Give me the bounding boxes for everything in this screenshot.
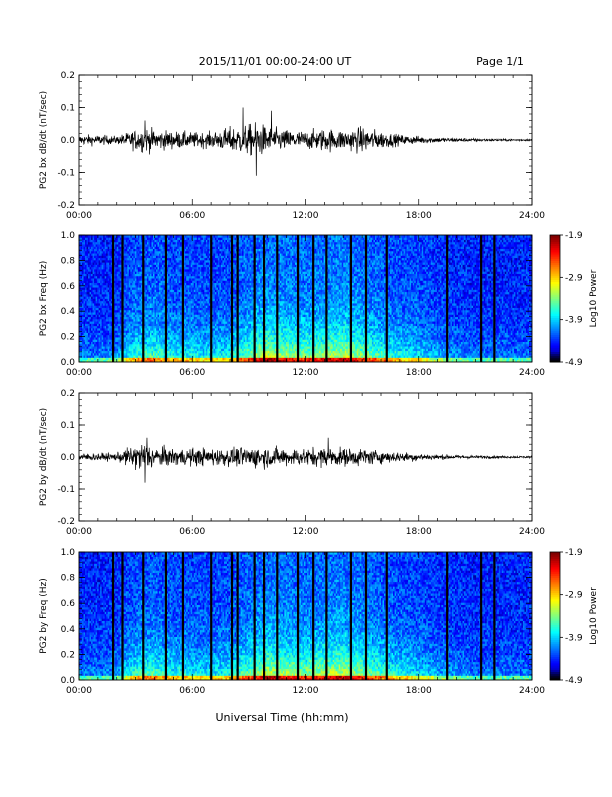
y-tick-label: -0.1	[57, 169, 75, 179]
page-indicator: Page 1/1	[476, 55, 524, 68]
x-tick-label: 24:00	[519, 211, 545, 221]
panels: 00:00 06:00 12:00 18:00 24:00 0.2 0.1 0.0 -0.1 -0…	[39, 71, 599, 696]
panel-2-spectrogram	[79, 235, 532, 362]
figure-title: 2015/11/01 00:00-24:00 UT	[199, 55, 352, 68]
x-tick-label: 06:00	[179, 211, 205, 221]
x-tick-label: 18:00	[406, 211, 432, 221]
y-tick-label: -0.2	[57, 201, 75, 211]
panel-1: 00:00 06:00 12:00 18:00 24:00 0.2 0.1 0.0 -0.1 -0…	[39, 71, 545, 221]
x-tick-label: 00:00	[66, 211, 92, 221]
x-tick-label: 12:00	[293, 211, 319, 221]
y-tick-label: 0.0	[61, 136, 76, 146]
panel-1-y-label: PG2 bx dB/dt (nT/sec)	[39, 91, 49, 189]
x-axis-label: Universal Time (hh:mm)	[216, 711, 349, 724]
y-tick-label: 0.1	[61, 104, 75, 114]
y-tick-label: 0.2	[61, 71, 75, 81]
panel-1-series-line	[79, 108, 532, 176]
panel-1-x-axis: 00:00 06:00 12:00 18:00 24:00	[66, 75, 545, 221]
